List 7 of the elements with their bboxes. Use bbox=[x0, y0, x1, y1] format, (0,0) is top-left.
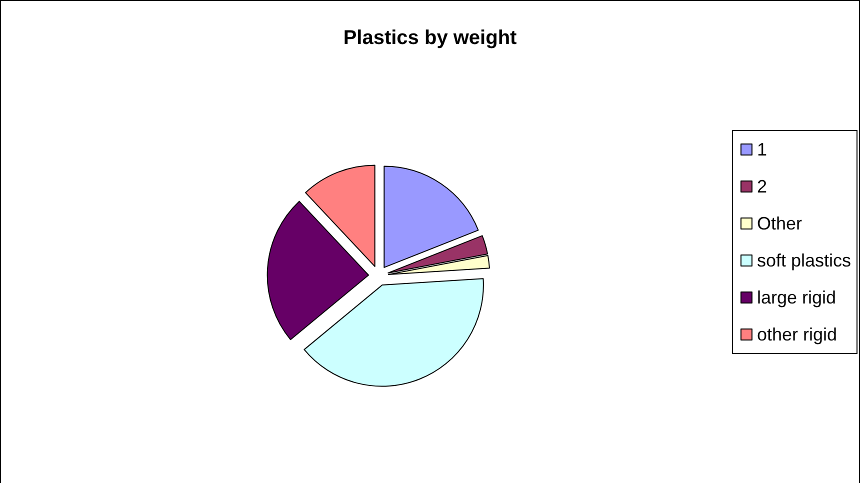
legend-label: other rigid bbox=[756, 324, 838, 344]
legend-label: Other bbox=[756, 214, 802, 234]
legend-label: soft plastics bbox=[756, 250, 852, 270]
chart-title: Plastics by weight bbox=[343, 27, 518, 49]
legend-label: 2 bbox=[756, 176, 767, 196]
legend-label: 1 bbox=[756, 140, 767, 160]
legend-label: large rigid bbox=[756, 288, 836, 308]
